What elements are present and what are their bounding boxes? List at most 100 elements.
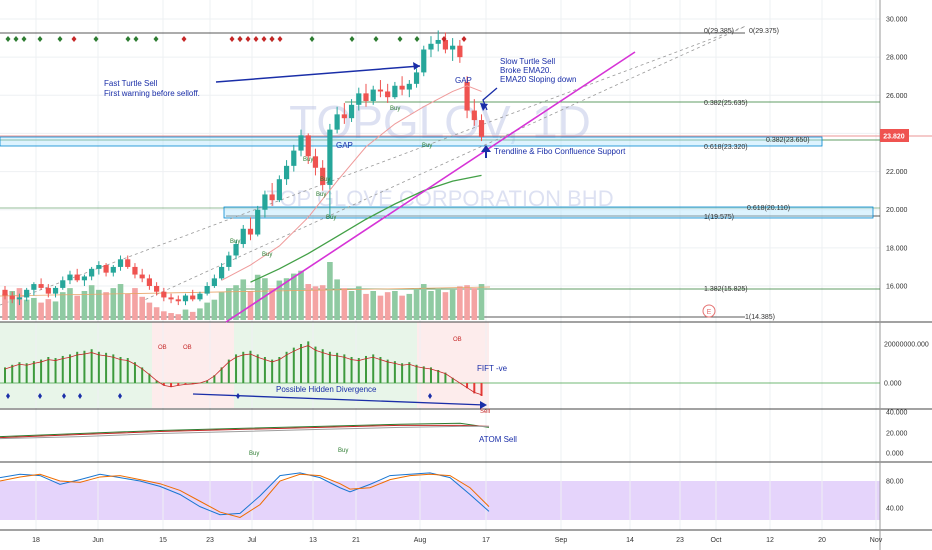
candle-body[interactable]: [450, 45, 456, 50]
candle-body[interactable]: [255, 209, 261, 235]
candle-body[interactable]: [291, 150, 297, 166]
candle-body[interactable]: [2, 289, 8, 296]
candle-body[interactable]: [197, 293, 203, 300]
magenta-trendline[interactable]: [225, 51, 636, 323]
candle-body[interactable]: [154, 286, 160, 292]
signal-diamond-buy[interactable]: [309, 36, 315, 42]
candle-body[interactable]: [117, 259, 124, 267]
candle-body[interactable]: [435, 39, 441, 44]
candle-body[interactable]: [67, 274, 73, 281]
fast-turtle-arrow[interactable]: [215, 65, 421, 83]
candle-body[interactable]: [233, 244, 239, 256]
candle-body[interactable]: [262, 194, 268, 210]
candle-body[interactable]: [110, 266, 116, 273]
candle-body[interactable]: [478, 120, 485, 137]
candle-body[interactable]: [428, 43, 434, 50]
atom-buy-label[interactable]: Buy: [249, 451, 259, 457]
signal-diamond-buy[interactable]: [93, 36, 99, 42]
candle-body[interactable]: [341, 114, 347, 119]
candle-body[interactable]: [320, 167, 326, 185]
candle-body[interactable]: [38, 284, 44, 288]
atom-buy-label[interactable]: Buy: [338, 448, 348, 454]
candle-body[interactable]: [226, 255, 232, 267]
buy-signal-label[interactable]: Buy: [390, 106, 400, 112]
support-zone-lower[interactable]: [223, 206, 874, 219]
signal-diamond-buy[interactable]: [21, 36, 27, 42]
buy-signal-label[interactable]: Buy: [422, 143, 432, 149]
signal-diamond-sell[interactable]: [269, 36, 275, 42]
candle-body[interactable]: [52, 287, 59, 294]
signal-diamond-buy[interactable]: [373, 36, 379, 42]
signal-diamond-sell[interactable]: [229, 36, 235, 42]
candle-body[interactable]: [211, 278, 217, 286]
candle-body[interactable]: [45, 287, 51, 294]
candle-body[interactable]: [392, 85, 398, 98]
candle-body[interactable]: [276, 179, 282, 201]
candle-body[interactable]: [442, 39, 449, 50]
candle-body[interactable]: [132, 266, 138, 275]
signal-diamond-sell[interactable]: [441, 36, 447, 42]
signal-diamond-sell[interactable]: [261, 36, 267, 42]
candle-body[interactable]: [334, 114, 340, 130]
signal-diamond-buy[interactable]: [125, 36, 131, 42]
candle-body[interactable]: [298, 135, 304, 151]
candle-body[interactable]: [269, 194, 275, 201]
candle-body[interactable]: [471, 110, 477, 121]
candle-body[interactable]: [16, 297, 23, 300]
time-axis[interactable]: 18 Jun 15 23 Jul 13 21 Aug 17 Sep 14 23 Oct 12 20 Nov: [32, 537, 883, 544]
candle-body[interactable]: [125, 259, 131, 267]
signal-diamond-buy[interactable]: [5, 36, 11, 42]
candle-body[interactable]: [385, 91, 391, 98]
support-zone-upper[interactable]: [0, 136, 823, 147]
fib-dashed-trendline-lower[interactable]: [139, 25, 747, 303]
signal-diamond-buy[interactable]: [414, 36, 420, 42]
candle-body[interactable]: [457, 45, 463, 58]
signal-diamond-buy[interactable]: [57, 36, 63, 42]
candle-body[interactable]: [247, 228, 254, 235]
buy-signal-label[interactable]: Buy: [230, 239, 240, 245]
candle-body[interactable]: [377, 89, 384, 92]
buy-signal-label[interactable]: Buy: [316, 192, 326, 198]
signal-diamond-buy[interactable]: [349, 36, 355, 42]
signal-diamond-sell[interactable]: [245, 36, 251, 42]
fift-sell-label[interactable]: Sell: [480, 409, 490, 415]
candle-body[interactable]: [399, 85, 405, 90]
buy-signal-label[interactable]: Buy: [262, 252, 272, 258]
candle-body[interactable]: [81, 276, 88, 281]
earnings-marker[interactable]: [702, 304, 716, 318]
signal-diamond-buy[interactable]: [153, 36, 159, 42]
candle-body[interactable]: [24, 289, 30, 298]
signal-diamond-sell[interactable]: [461, 36, 467, 42]
signal-diamond-buy[interactable]: [13, 36, 19, 42]
signal-diamond-sell[interactable]: [277, 36, 283, 42]
candle-body[interactable]: [406, 83, 412, 90]
buy-signal-label[interactable]: Buy: [320, 177, 330, 183]
signal-diamond-sell[interactable]: [237, 36, 243, 42]
ob-signal-label[interactable]: OB: [158, 345, 167, 351]
candle-body[interactable]: [363, 93, 369, 102]
candle-body[interactable]: [9, 295, 15, 300]
ema20-line[interactable]: [221, 85, 482, 281]
candle-body[interactable]: [89, 268, 95, 277]
candle-body[interactable]: [312, 156, 319, 168]
candle-body[interactable]: [161, 291, 167, 298]
ema50-line[interactable]: [250, 174, 482, 283]
candle-body[interactable]: [146, 278, 152, 286]
signal-diamond-buy[interactable]: [37, 36, 43, 42]
signal-diamond-buy[interactable]: [133, 36, 139, 42]
candle-body[interactable]: [348, 104, 355, 119]
candle-body[interactable]: [421, 49, 427, 73]
candle-body[interactable]: [190, 295, 196, 300]
candle-body[interactable]: [283, 165, 290, 180]
candle-body[interactable]: [305, 135, 311, 157]
candle-body[interactable]: [240, 228, 246, 245]
candle-body[interactable]: [413, 72, 420, 84]
candle-body[interactable]: [219, 266, 225, 279]
candle-body[interactable]: [182, 295, 189, 302]
candle-body[interactable]: [327, 129, 333, 185]
hidden-divergence-arrow[interactable]: [192, 393, 486, 406]
signal-diamond-sell[interactable]: [71, 36, 77, 42]
candle-body[interactable]: [74, 274, 80, 281]
ob-signal-label[interactable]: OB: [453, 337, 462, 343]
